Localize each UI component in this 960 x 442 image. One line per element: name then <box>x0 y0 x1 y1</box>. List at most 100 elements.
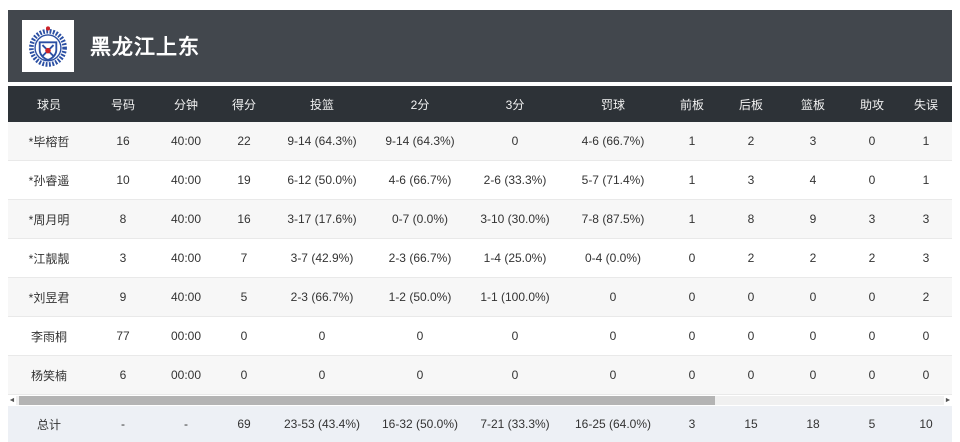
scroll-right-arrow-icon[interactable]: ► <box>944 397 952 404</box>
stat-cell: 1-1 (100.0%) <box>468 277 562 317</box>
stat-cell: 40:00 <box>156 122 216 161</box>
stat-cell: 1 <box>900 160 952 200</box>
player-stats-table: 球员 号码 分钟 得分 投篮 2分 3分 罚球 前板 后板 篮板 助攻 失误 *毕榕哲 16 40:00 22… <box>8 86 952 395</box>
stat-cell: 0 <box>844 160 900 200</box>
stat-cell: 0 <box>844 316 900 356</box>
stat-cell: 9 <box>782 199 844 239</box>
stats-panel: 黑龙江上东 球员 号码 分钟 得分 投篮 2分 3分 罚球 前板 后板 篮板 助攻 失误 *毕榕哲 16 4… <box>8 10 952 442</box>
stat-cell: 0 <box>562 277 664 317</box>
stat-cell: 0 <box>844 355 900 395</box>
stat-cell: 0 <box>664 238 720 278</box>
player-name-cell: *江靓靓 <box>8 238 90 278</box>
player-name-cell: 李雨桐 <box>8 316 90 356</box>
stat-cell: 5 <box>216 277 272 317</box>
team-crest-icon <box>29 26 67 67</box>
stat-cell: 0 <box>272 316 372 356</box>
stat-cell: 5-7 (71.4%) <box>562 160 664 200</box>
stat-cell: 00:00 <box>156 355 216 395</box>
table-header-row: 球员 号码 分钟 得分 投篮 2分 3分 罚球 前板 后板 篮板 助攻 失误 <box>8 86 952 122</box>
team-header-bar: 黑龙江上东 <box>8 10 952 82</box>
stat-cell: 8 <box>720 199 782 239</box>
column-header: 投篮 <box>272 86 372 122</box>
total-stat-cell: 3 <box>688 417 696 431</box>
stat-cell: 0 <box>782 277 844 317</box>
stat-cell: 1 <box>664 122 720 161</box>
player-name-cell: *刘昱君 <box>8 277 90 317</box>
stat-cell: 0 <box>664 355 720 395</box>
stat-cell: 0 <box>216 316 272 356</box>
stat-cell: 3 <box>782 122 844 161</box>
stat-cell: 0 <box>664 316 720 356</box>
stat-cell: 4-6 (66.7%) <box>372 160 468 200</box>
stat-cell: 3-17 (17.6%) <box>272 199 372 239</box>
column-header: 分钟 <box>156 86 216 122</box>
stat-cell: 0 <box>900 316 952 356</box>
table-row: 杨笑楠 6 00:00 0 0 0 0 0 0 0 0 0 0 <box>8 355 952 395</box>
column-header: 球员 <box>8 86 90 122</box>
stat-cell: 2 <box>720 238 782 278</box>
stat-cell: 2-3 (66.7%) <box>272 277 372 317</box>
stat-cell: 40:00 <box>156 238 216 278</box>
team-name: 黑龙江上东 <box>90 36 200 59</box>
stat-cell: 3 <box>720 160 782 200</box>
column-header: 失误 <box>900 86 952 122</box>
stat-cell: 0 <box>562 355 664 395</box>
stat-cell: 3 <box>90 238 156 278</box>
stat-cell: 1-4 (25.0%) <box>468 238 562 278</box>
stat-cell: 2 <box>720 122 782 161</box>
stat-cell: 2 <box>844 238 900 278</box>
stat-cell: 0 <box>372 316 468 356</box>
stat-cell: 9-14 (64.3%) <box>372 122 468 161</box>
stat-cell: 0 <box>844 122 900 161</box>
stat-cell: 2-6 (33.3%) <box>468 160 562 200</box>
stat-cell: 0 <box>664 277 720 317</box>
total-stat-cell: - <box>184 417 188 431</box>
column-header: 前板 <box>664 86 720 122</box>
stat-cell: 16 <box>90 122 156 161</box>
scroll-left-arrow-icon[interactable]: ◄ <box>8 397 16 404</box>
column-header: 2分 <box>372 86 468 122</box>
stat-cell: 2 <box>782 238 844 278</box>
stat-cell: 40:00 <box>156 277 216 317</box>
total-stat-cell: 18 <box>806 417 820 431</box>
stat-cell: 0 <box>468 316 562 356</box>
stat-cell: 16 <box>216 199 272 239</box>
stat-cell: 2 <box>900 277 952 317</box>
scrollbar-track[interactable] <box>16 396 944 405</box>
stat-cell: 3-10 (30.0%) <box>468 199 562 239</box>
stat-cell: 9-14 (64.3%) <box>272 122 372 161</box>
stat-cell: 40:00 <box>156 160 216 200</box>
stat-cell: 0 <box>720 316 782 356</box>
stat-cell: 3 <box>844 199 900 239</box>
stat-cell: 0 <box>562 316 664 356</box>
column-header: 罚球 <box>562 86 664 122</box>
total-label-cell: 总计 <box>36 417 61 432</box>
stat-cell: 9 <box>90 277 156 317</box>
scrollbar-thumb[interactable] <box>19 396 715 405</box>
stat-cell: 6 <box>90 355 156 395</box>
total-stat-cell: 23-53 (43.4%) <box>283 417 361 431</box>
total-stat-cell: 10 <box>919 417 933 431</box>
stat-cell: 7 <box>216 238 272 278</box>
stat-cell: 00:00 <box>156 316 216 356</box>
column-header: 后板 <box>720 86 782 122</box>
stat-cell: 4 <box>782 160 844 200</box>
player-name-cell: *周月明 <box>8 199 90 239</box>
stat-cell: 1 <box>900 122 952 161</box>
column-header: 篮板 <box>782 86 844 122</box>
stat-cell: 3 <box>900 238 952 278</box>
player-name-cell: 杨笑楠 <box>8 355 90 395</box>
table-row: *周月明 8 40:00 16 3-17 (17.6%) 0-7 (0.0%) 3-10 (… <box>8 199 952 239</box>
stat-cell: 0 <box>900 355 952 395</box>
stat-cell: 0 <box>720 277 782 317</box>
table-row: *江靓靓 3 40:00 7 3-7 (42.9%) 2-3 (66.7%) 1-4 (25… <box>8 238 952 278</box>
table-row: *刘昱君 9 40:00 5 2-3 (66.7%) 1-2 (50.0%) 1-1 (10… <box>8 277 952 317</box>
stat-cell: 0 <box>216 355 272 395</box>
stat-cell: 1 <box>664 160 720 200</box>
column-header: 得分 <box>216 86 272 122</box>
horizontal-scrollbar[interactable]: ◄ ► <box>8 395 952 406</box>
stat-cell: 0 <box>844 277 900 317</box>
stat-cell: 6-12 (50.0%) <box>272 160 372 200</box>
total-stat-cell: 5 <box>868 417 876 431</box>
stat-cell: 0-7 (0.0%) <box>372 199 468 239</box>
